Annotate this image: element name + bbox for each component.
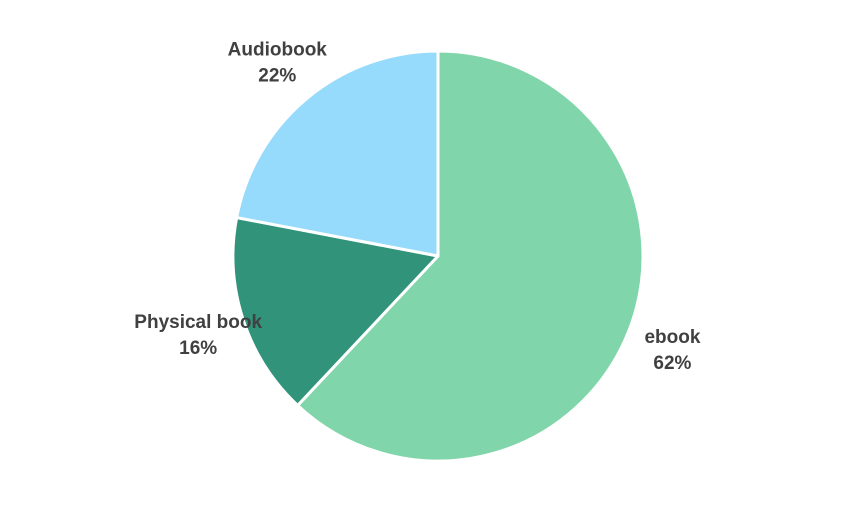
pie-label-value: 22% <box>258 66 296 87</box>
pie-label-ebook: ebook 62% <box>644 327 700 374</box>
pie-label-name: Audiobook <box>228 40 328 61</box>
pie-slice-ebook <box>296 49 645 463</box>
pie-slice-physical-book <box>231 216 440 407</box>
pie-slices <box>231 49 645 463</box>
pie-labels: ebook 62% Physical book 16% Audiobook 22% <box>134 40 701 374</box>
pie-label-name: Physical book <box>134 312 262 333</box>
pie-slice-audiobook <box>235 49 440 258</box>
pie-label-audiobook: Audiobook 22% <box>228 40 328 87</box>
pie-label-physical-book: Physical book 16% <box>134 312 262 359</box>
pie-label-value: 62% <box>653 353 691 374</box>
pie-label-value: 16% <box>179 338 217 359</box>
pie-label-name: ebook <box>644 327 700 348</box>
